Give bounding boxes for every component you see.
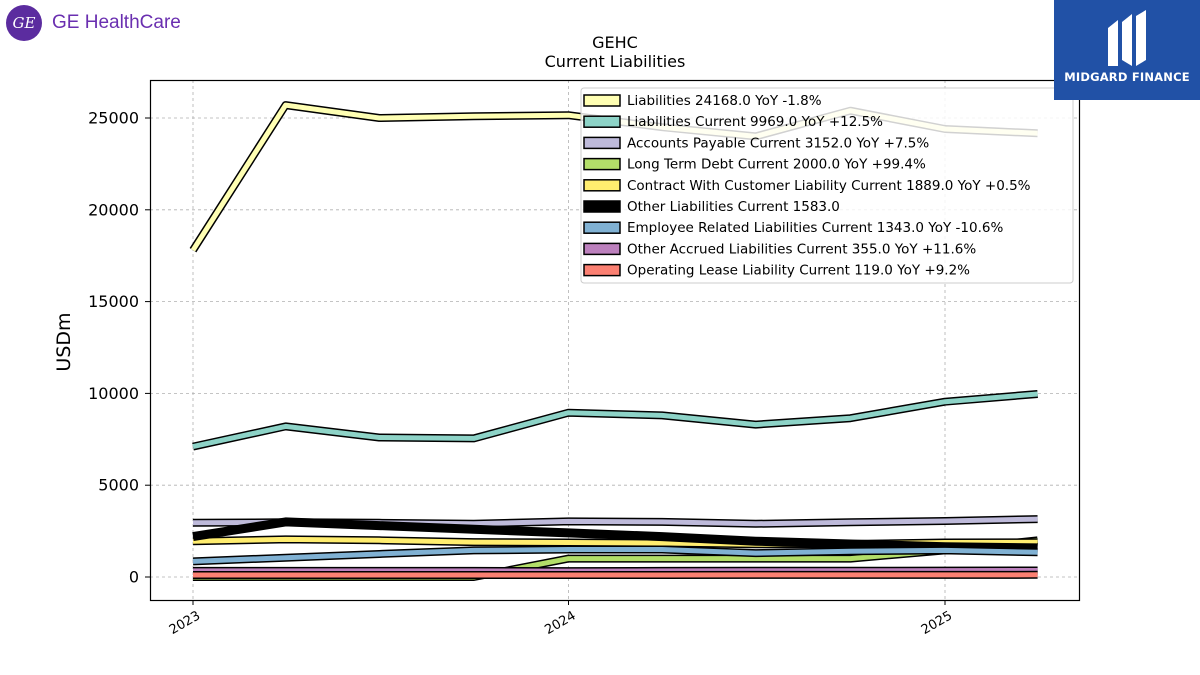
legend-entry: Other Accrued Liabilities Current 355.0 … [627, 241, 976, 257]
y-axis-label: USDm [53, 312, 75, 371]
legend-swatch [583, 115, 621, 128]
midgard-finance-wordmark: MIDGARD FINANCE [1064, 70, 1190, 84]
midgard-finance-logo: MIDGARD FINANCE [1054, 0, 1200, 100]
legend-swatch [583, 263, 621, 277]
ge-monogram-icon: GE [6, 5, 42, 41]
y-tick-label: 25000 [88, 109, 139, 128]
x-tick-label: 2025 [919, 608, 955, 638]
chart-subtitle: Current Liabilities [545, 52, 686, 71]
plot-frame [149, 79, 1081, 602]
x-tick-label: 2023 [167, 608, 203, 638]
y-tick-label: 20000 [88, 200, 139, 219]
x-tick-label: 2024 [542, 608, 578, 638]
legend-swatch [583, 94, 621, 107]
legend-swatch [583, 157, 621, 171]
legend-entry: Liabilities Current 9969.0 YoY +12.5% [627, 114, 883, 130]
legend-entry: Contract With Customer Liability Current… [627, 178, 1031, 194]
x-axis-ticks: 2023 2024 2025 [167, 600, 955, 638]
y-tick-label: 0 [129, 568, 139, 587]
legend: Liabilities 24168.0 YoY -1.8% Liabilities… [580, 87, 1074, 284]
ge-healthcare-logo: GE GE HealthCare [6, 5, 181, 41]
y-tick-label: 5000 [98, 476, 139, 495]
legend-swatch [583, 179, 621, 192]
legend-swatch [583, 221, 621, 234]
series-line-5 [192, 517, 1038, 553]
legend-entry: Accounts Payable Current 3152.0 YoY +7.5… [627, 135, 929, 151]
series-line-6 [192, 545, 1038, 566]
legend-swatch [583, 136, 621, 150]
legend-box [580, 87, 1074, 284]
midgard-m-icon [1108, 10, 1146, 66]
chart-title: GEHC [592, 33, 638, 52]
legend-entry: Long Term Debt Current 2000.0 YoY +99.4% [627, 157, 926, 173]
legend-entry: Operating Lease Liability Current 119.0 … [627, 263, 970, 279]
legend-swatch [583, 242, 621, 256]
legend-entry: Liabilities 24168.0 YoY -1.8% [627, 93, 822, 109]
ge-healthcare-wordmark: GE HealthCare [52, 12, 181, 33]
series-line-1 [192, 390, 1038, 451]
legend-entry: Other Liabilities Current 1583.0 [627, 199, 840, 215]
y-tick-label: 15000 [88, 292, 139, 311]
y-tick-label: 10000 [88, 384, 139, 403]
legend-entry: Employee Related Liabilities Current 134… [627, 220, 1003, 236]
y-axis-ticks: 0 5000 10000 15000 20000 25000 [88, 109, 150, 587]
legend-swatch [583, 200, 621, 213]
